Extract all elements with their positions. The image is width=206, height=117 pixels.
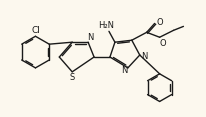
- Text: H₂N: H₂N: [98, 21, 114, 30]
- Text: Cl: Cl: [31, 26, 40, 35]
- Text: O: O: [156, 18, 163, 27]
- Text: N: N: [121, 66, 127, 75]
- Text: N: N: [142, 51, 148, 60]
- Text: S: S: [70, 73, 75, 82]
- Text: N: N: [87, 33, 93, 42]
- Text: O: O: [159, 39, 166, 48]
